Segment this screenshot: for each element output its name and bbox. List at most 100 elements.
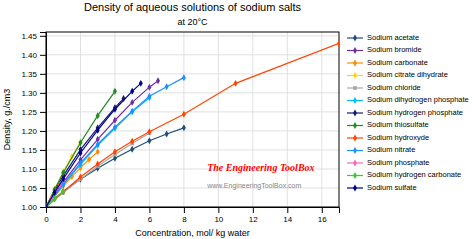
x-tick: 14 [283, 207, 292, 224]
x-tick: 4 [113, 207, 118, 224]
grid-line-y [46, 73, 339, 74]
legend-item: Sodium sulfate [347, 183, 417, 192]
y-tick-mark [40, 55, 46, 56]
x-tick: 0 [44, 207, 49, 224]
legend-label: Sodium bromide [367, 45, 422, 54]
x-tick-mark [184, 207, 185, 213]
x-tick-mark [80, 207, 81, 213]
y-tick-label: 1.45 [21, 32, 37, 41]
data-point [53, 189, 57, 196]
y-tick-mark [40, 93, 46, 94]
legend-marker [353, 122, 357, 129]
x-axis-line [47, 208, 340, 214]
x-tick-label: 6 [148, 215, 153, 224]
y-tick: 1.25 [21, 108, 46, 117]
y-tick-label: 1.15 [21, 146, 37, 155]
data-point [337, 40, 339, 47]
legend-item: Sodium hydrogen carbonate [347, 170, 461, 179]
y-tick-label: 1.30 [21, 89, 37, 98]
x-tick-label: 0 [44, 215, 49, 224]
legend-item: Sodium hydroxyde [347, 133, 429, 142]
series-line [46, 81, 158, 207]
legend-marker [353, 47, 357, 54]
subtitle: at 20°C [177, 17, 208, 27]
legend-label: Sodium hydrogen phosphate [367, 108, 463, 117]
grid-line-x [287, 32, 288, 207]
x-tick-label: 4 [113, 215, 118, 224]
legend-item: Sodium acetate [347, 33, 419, 42]
grid-line-x [183, 32, 184, 207]
y-tick-label: 1.05 [21, 184, 37, 193]
legend: Sodium acetate Sodium bromide Sodium carbo… [347, 33, 469, 192]
series [46, 77, 160, 207]
series [46, 94, 151, 207]
legend-label: Sodium carbonate [367, 58, 428, 67]
annotation: The Engineering ToolBox [207, 162, 314, 173]
data-point [147, 137, 151, 144]
data-point [113, 88, 117, 95]
data-point [46, 204, 48, 207]
data-point [96, 161, 100, 168]
x-tick: 2 [79, 207, 84, 224]
data-point [113, 106, 117, 113]
y-tick-mark [40, 207, 46, 208]
data-point [61, 188, 65, 195]
legend-marker [353, 135, 357, 142]
legend-label: Sodium hydroxyde [367, 133, 429, 142]
y-tick-label: 1.40 [21, 51, 37, 60]
y-tick: 1.05 [21, 184, 46, 193]
data-point [78, 139, 82, 146]
x-tick-label: 2 [79, 215, 84, 224]
legend-item: Sodium citrate dihydrate [347, 70, 448, 79]
legend-item: Sodium phosphate [347, 158, 430, 167]
legend-label: Sodium sulfate [367, 183, 417, 192]
grid-line-y [46, 111, 339, 112]
legend-marker [353, 172, 357, 179]
data-point [182, 74, 186, 81]
y-tick-label: 1.00 [21, 203, 37, 212]
grid [46, 32, 339, 207]
grid-line-y [46, 92, 339, 93]
data-point [165, 130, 169, 137]
data-point [78, 160, 82, 167]
x-tick-mark [287, 207, 288, 213]
data-point [147, 128, 151, 135]
data-point [53, 196, 57, 203]
y-tick-mark [40, 131, 46, 132]
legend-marker [353, 160, 357, 167]
data-point [182, 111, 186, 118]
plot: 02468101214161.001.051.101.151.201.251.3… [21, 32, 341, 224]
series-line [46, 83, 141, 207]
legend-item: Sodium thiosulfate [347, 120, 429, 129]
y-tick: 1.00 [21, 203, 46, 212]
marks [46, 40, 339, 207]
data-point [61, 188, 65, 195]
legend-label: Sodium chloride [367, 83, 421, 92]
data-point [61, 169, 65, 176]
y-tick-mark [40, 169, 46, 170]
series [46, 80, 143, 207]
y-tick: 1.45 [21, 32, 46, 41]
y-tick-label: 1.35 [21, 70, 37, 79]
grid-line-y [46, 54, 339, 55]
y-tick: 1.30 [21, 89, 46, 98]
legend-item: Sodium nitrate [347, 145, 415, 154]
series [46, 74, 186, 207]
y-tick-mark [40, 112, 46, 113]
x-tick: 12 [249, 207, 258, 224]
data-point [96, 141, 100, 148]
x-tick-mark [218, 207, 219, 213]
data-point [130, 88, 134, 95]
x-tick: 10 [214, 207, 223, 224]
grid-line-x [252, 32, 253, 207]
data-point [96, 148, 100, 155]
data-point [130, 108, 134, 115]
x-tick-label: 8 [182, 215, 187, 224]
y-tick-mark [40, 188, 46, 189]
series-line [46, 78, 184, 207]
grid-line-y [46, 149, 339, 150]
y-tick-mark [40, 74, 46, 75]
legend-label: Sodium citrate dihydrate [367, 70, 448, 79]
y-tick-label: 1.10 [21, 165, 37, 174]
data-point [147, 84, 151, 91]
